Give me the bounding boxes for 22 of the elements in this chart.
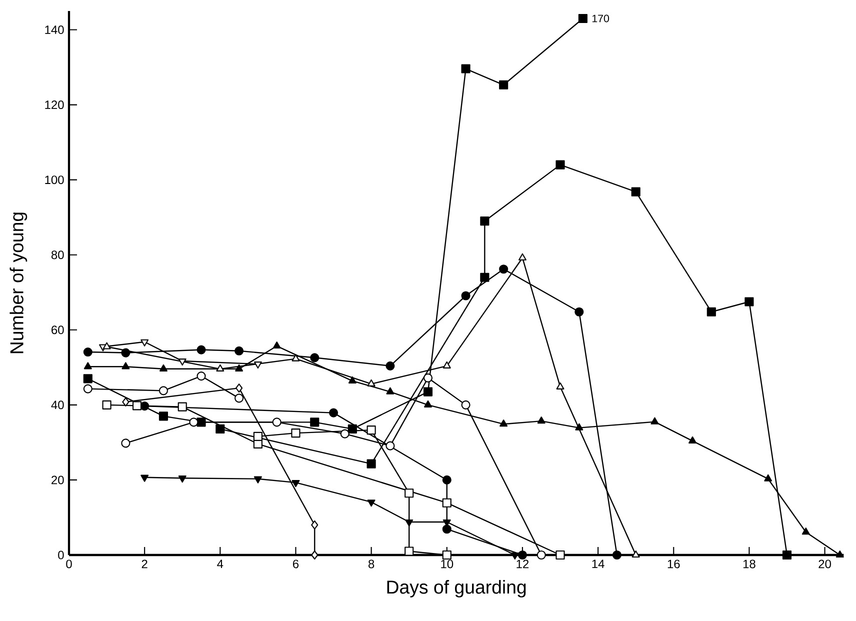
x-tick-label: 20: [818, 560, 831, 568]
x-tick-label: 18: [743, 560, 756, 568]
x-tick-label: 16: [668, 560, 680, 568]
y-tick-label: 100: [45, 176, 64, 184]
y-tick-label: 120: [45, 100, 64, 110]
x-tick-label: 0: [66, 560, 72, 568]
y-tick-label: 60: [52, 326, 64, 334]
y-tick-label: 80: [51, 250, 64, 260]
y-tick-label: 40: [51, 400, 64, 410]
x-axis-title: Days of guarding: [387, 580, 526, 598]
x-tick-label: 12: [516, 560, 529, 568]
y-tick-label: 20: [52, 476, 64, 484]
x-tick-label: 14: [592, 560, 604, 568]
annotation: 170: [592, 14, 610, 22]
y-tick-label: 0: [58, 550, 64, 560]
y-tick-label: 140: [45, 25, 64, 34]
x-tick-label: 2: [142, 560, 148, 568]
y-axis-title: Number of young: [10, 212, 28, 354]
x-tick-label: 8: [368, 560, 374, 568]
x-tick-label: 6: [293, 560, 299, 568]
x-tick-label: 4: [217, 560, 224, 568]
x-tick-label: 10: [441, 560, 454, 568]
